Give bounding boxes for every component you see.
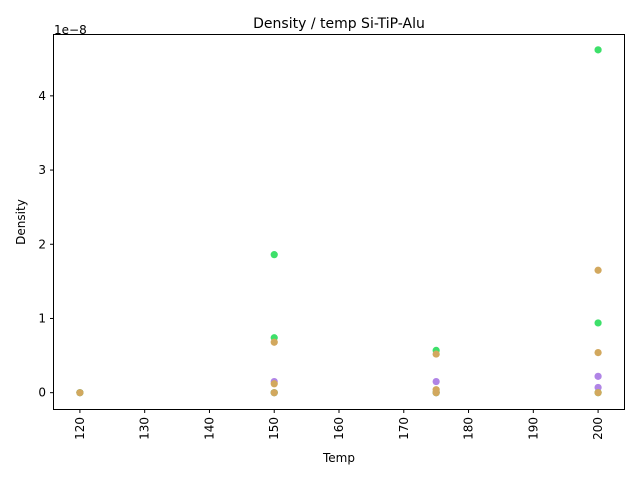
data-point (432, 377, 440, 386)
data-point (594, 383, 602, 392)
data-point (594, 389, 602, 397)
x-tick-label: 180 (462, 417, 476, 440)
chart-title: Density / temp Si-TiP-Alu (253, 16, 425, 32)
data-point (594, 266, 602, 274)
data-point (270, 389, 278, 397)
x-tick-label: 170 (397, 417, 411, 440)
x-axis-label: Temp (322, 451, 355, 465)
y-tick-label: 0 (38, 386, 46, 400)
x-tick-label: 120 (73, 417, 87, 440)
x-tick-label: 130 (138, 417, 152, 440)
axes-frame (53, 34, 625, 410)
y-tick-label: 4 (38, 89, 46, 103)
data-point (76, 389, 84, 397)
y-tick-label: 3 (38, 163, 46, 177)
x-tick-label: 140 (202, 417, 216, 440)
x-tick-label: 150 (267, 417, 281, 440)
y-tick-label: 2 (38, 237, 46, 251)
y-offset-text: 1e−8 (54, 23, 87, 37)
data-point (270, 251, 278, 259)
y-tick-label: 1 (38, 311, 46, 325)
plot-area: 120 130 140 150 160 170 180 190 200 0 1 2 3 4 (38, 46, 605, 440)
data-point (270, 380, 278, 388)
x-tick-label: 190 (526, 417, 540, 440)
data-point (594, 319, 602, 327)
data-point (594, 46, 602, 54)
x-tick-label: 160 (332, 417, 346, 440)
data-point (594, 349, 602, 357)
data-point (432, 389, 440, 397)
data-point (270, 338, 278, 346)
data-point (432, 350, 440, 358)
y-axis-label: Density (14, 199, 28, 245)
data-point (594, 372, 602, 380)
x-tick-label: 200 (591, 417, 605, 440)
